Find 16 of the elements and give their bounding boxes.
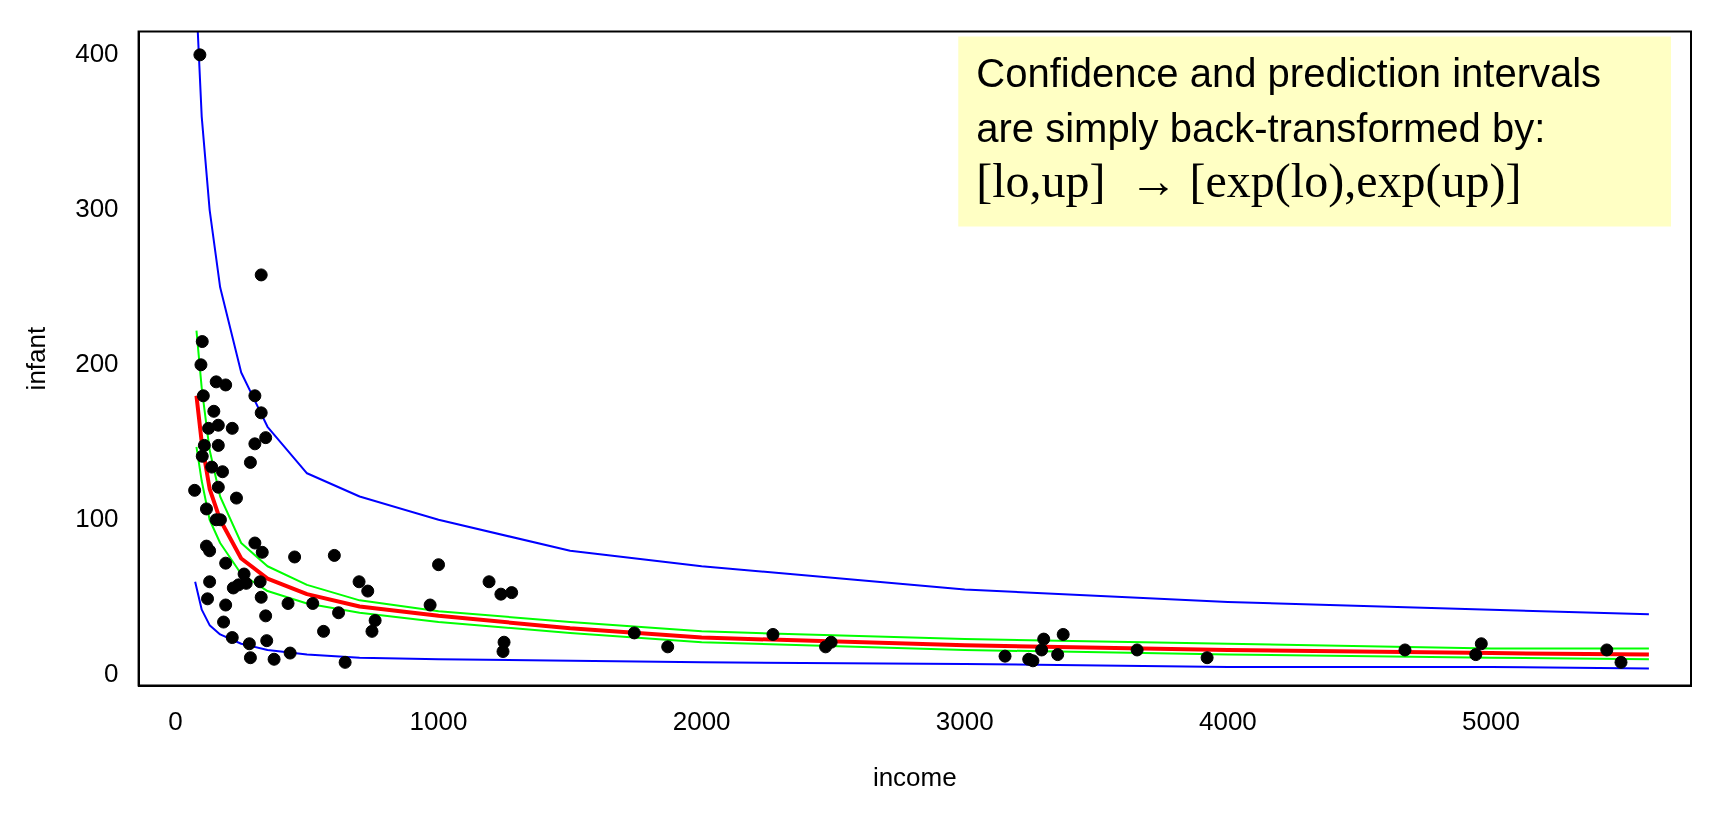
y-axis-title: infant <box>20 326 51 391</box>
y-tick-label: 300 <box>75 192 119 223</box>
y-tick-label: 100 <box>75 502 119 533</box>
annotation: Confidence and prediction intervals <box>976 50 1602 95</box>
x-tick-label: 1000 <box>409 706 468 737</box>
y-tick-label: 0 <box>104 657 119 688</box>
y-tick-label: 200 <box>75 347 119 378</box>
x-tick-label: 5000 <box>1462 706 1520 737</box>
annotation: [lo,up] → [exp(lo),exp(up)] <box>976 153 1522 208</box>
x-axis-title: income <box>872 761 957 792</box>
y-tick-label: 400 <box>75 38 119 69</box>
x-tick-label: 2000 <box>672 706 731 737</box>
x-tick-label: 3000 <box>935 706 994 737</box>
x-tick-label: 0 <box>168 706 183 737</box>
x-tick-label: 4000 <box>1198 706 1257 737</box>
annotation: are simply back-transformed by: <box>976 105 1546 150</box>
